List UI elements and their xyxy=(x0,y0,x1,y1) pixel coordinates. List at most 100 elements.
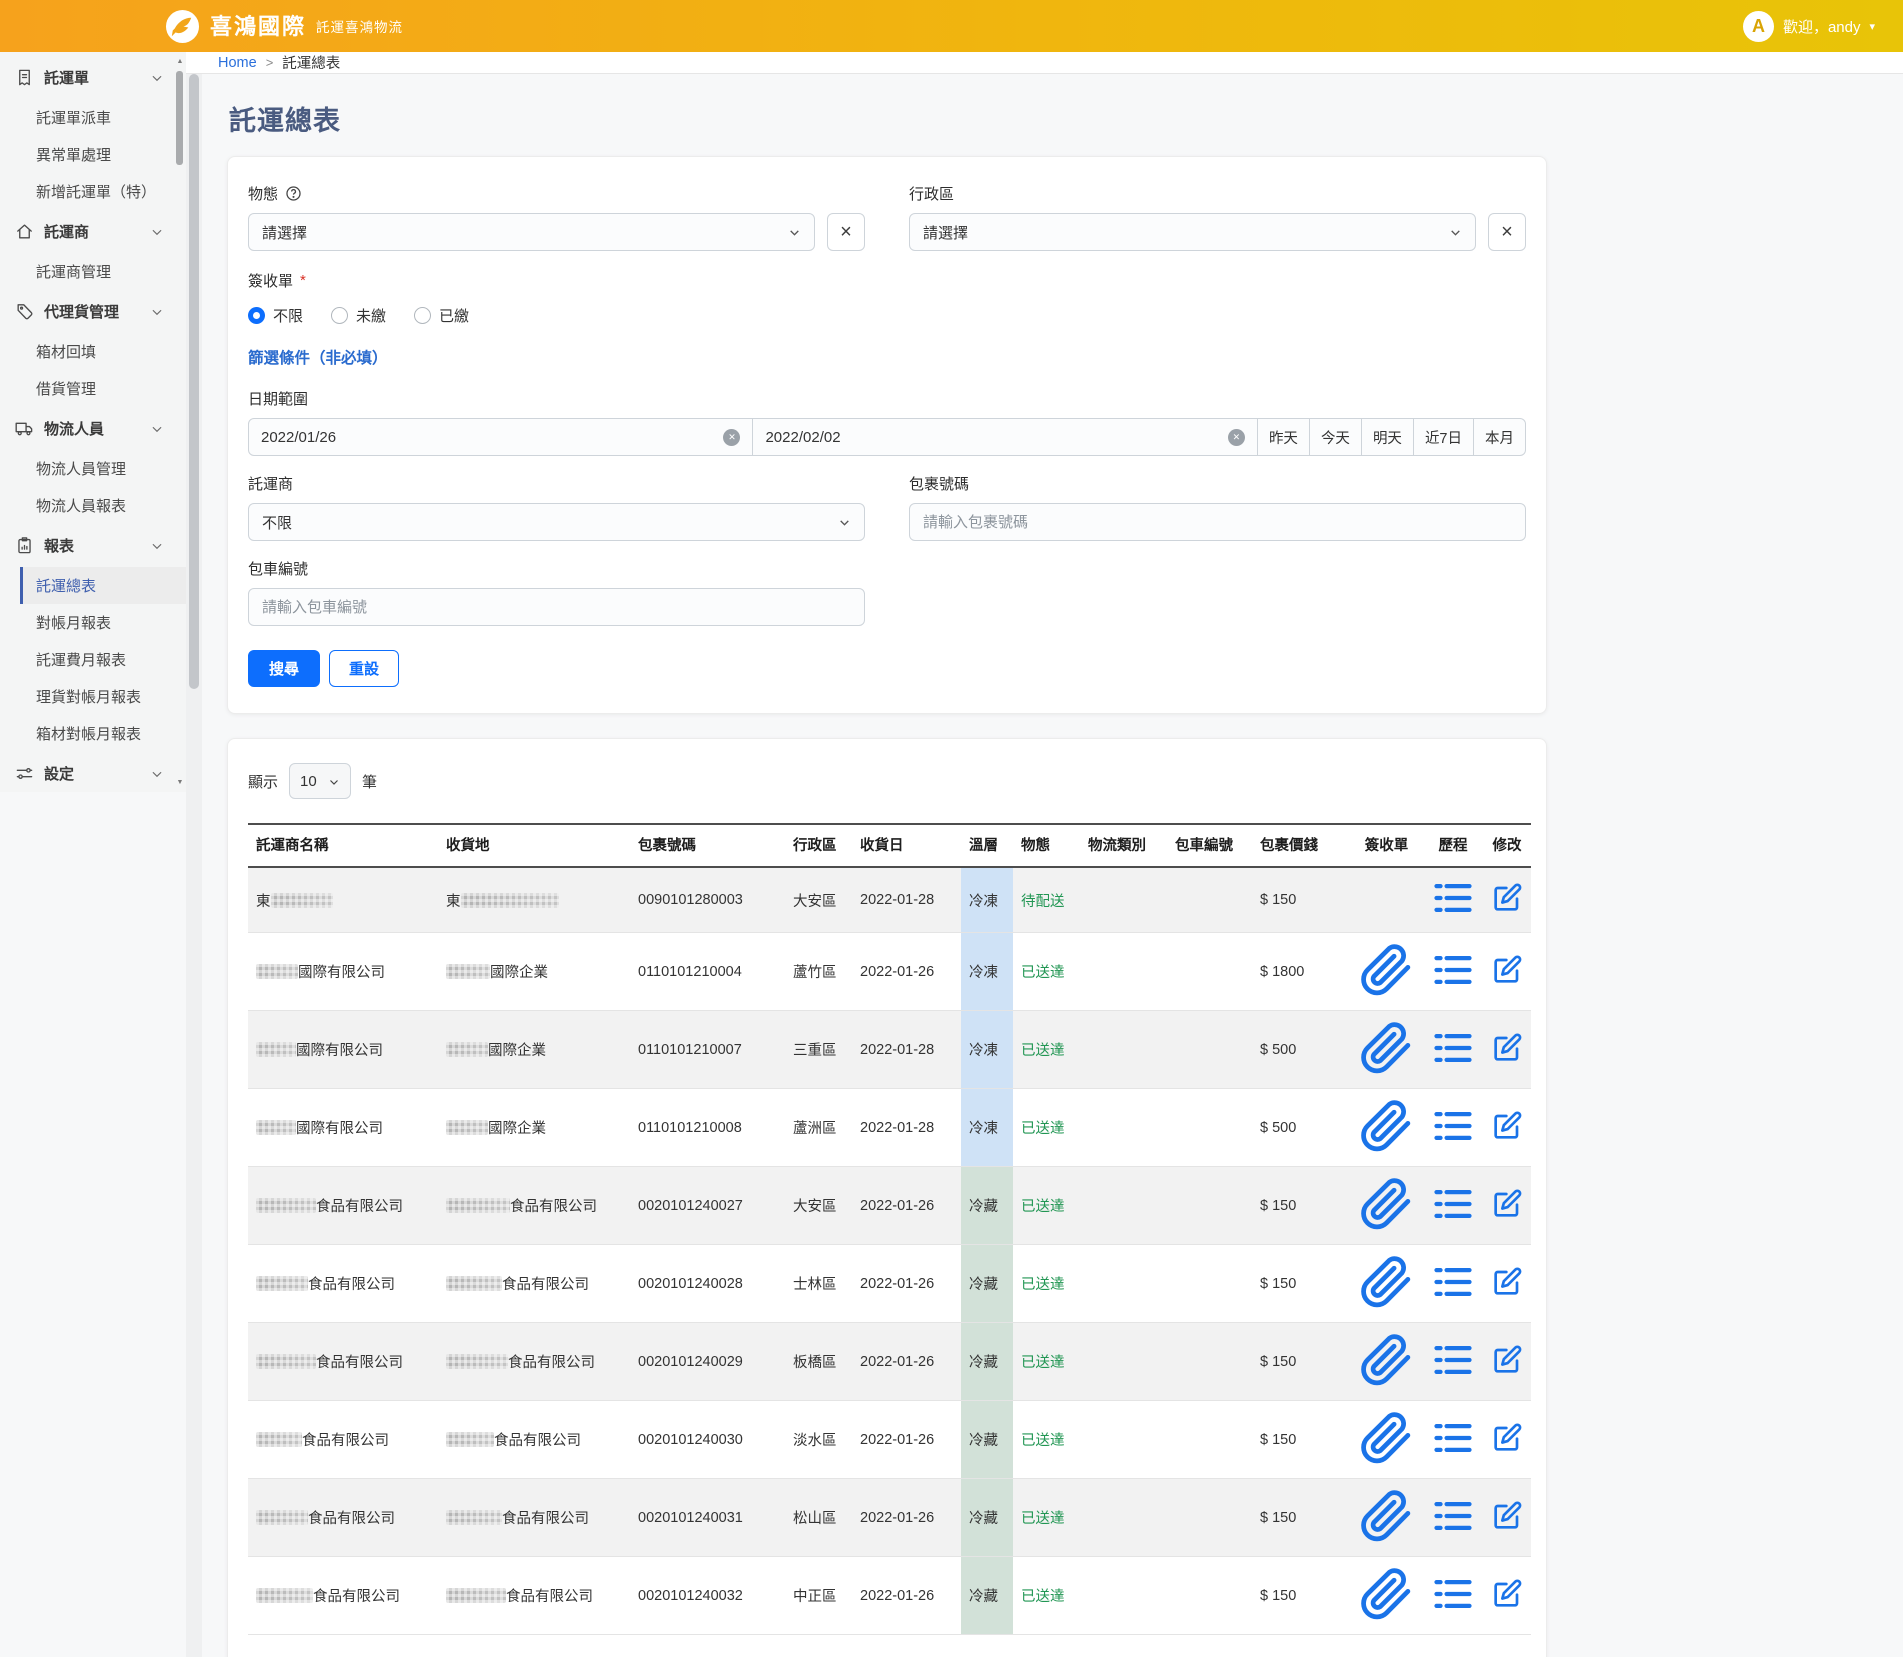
edit-icon[interactable] xyxy=(1491,954,1523,990)
sidebar-section-託運單[interactable]: 託運單 xyxy=(0,56,186,99)
sidebar-item-託運單派車[interactable]: 託運單派車 xyxy=(36,110,112,127)
cell-shipper-name: 國際有限公司 xyxy=(248,932,438,1011)
paperclip-icon[interactable] xyxy=(1358,1334,1415,1392)
history-icon[interactable] xyxy=(1431,1189,1475,1230)
sidebar-item-託運費月報表[interactable]: 託運費月報表 xyxy=(36,652,127,669)
paperclip-icon[interactable] xyxy=(1358,1178,1415,1236)
sidebar-scrollbar-thumb[interactable] xyxy=(176,71,183,165)
main-scrollbar[interactable] xyxy=(186,74,202,1657)
cell-charter-no xyxy=(1167,1010,1252,1089)
chevron-down-icon xyxy=(838,516,851,529)
redacted-text xyxy=(256,1120,296,1135)
sidebar-item-箱材對帳月報表[interactable]: 箱材對帳月報表 xyxy=(36,726,142,743)
history-icon[interactable] xyxy=(1431,883,1475,924)
page-size-value: 10 xyxy=(300,772,317,790)
edit-icon[interactable] xyxy=(1491,1110,1523,1146)
radio-icon[interactable] xyxy=(414,307,432,324)
help-icon[interactable] xyxy=(285,185,302,202)
sidebar-item-物流人員報表[interactable]: 物流人員報表 xyxy=(36,498,127,515)
edit-icon[interactable] xyxy=(1491,1422,1523,1458)
radio-icon[interactable] xyxy=(248,307,265,324)
history-icon[interactable] xyxy=(1431,1501,1475,1542)
scroll-down-icon[interactable]: ▼ xyxy=(176,779,184,786)
cell-district: 大安區 xyxy=(785,1166,852,1245)
charter-no-input[interactable] xyxy=(248,588,865,626)
sidebar-item-理貨對帳月報表[interactable]: 理貨對帳月報表 xyxy=(36,689,142,706)
paperclip-icon[interactable] xyxy=(1358,1100,1415,1158)
clear-date-icon[interactable]: ✕ xyxy=(723,428,741,446)
chevron-down-icon xyxy=(150,305,164,319)
cell-district: 蘆洲區 xyxy=(785,1088,852,1167)
quick-date-button-昨天[interactable]: 昨天 xyxy=(1257,418,1310,456)
history-icon[interactable] xyxy=(1431,1345,1475,1386)
search-button[interactable]: 搜尋 xyxy=(248,650,321,687)
edit-icon[interactable] xyxy=(1491,1344,1523,1380)
optional-filters-link[interactable]: 篩選條件（非必填） xyxy=(248,350,388,367)
cell-temperature: 冷藏 xyxy=(961,1322,1013,1401)
district-clear-button[interactable]: × xyxy=(1488,213,1526,251)
cell-logistics-type xyxy=(1080,1400,1167,1479)
quick-date-button-近7日[interactable]: 近7日 xyxy=(1413,418,1475,456)
history-icon[interactable] xyxy=(1431,1033,1475,1074)
material-state-select[interactable]: 請選擇 xyxy=(248,213,815,251)
main-scrollbar-thumb[interactable] xyxy=(189,74,199,689)
receipt-radio-未繳[interactable]: 未繳 xyxy=(331,305,386,326)
sidebar-item-對帳月報表[interactable]: 對帳月報表 xyxy=(36,615,112,632)
carrier-select[interactable]: 不限 xyxy=(248,503,865,541)
reset-button[interactable]: 重設 xyxy=(329,650,400,687)
edit-icon[interactable] xyxy=(1491,883,1523,918)
paperclip-icon[interactable] xyxy=(1358,944,1415,1002)
clear-date-icon[interactable]: ✕ xyxy=(1227,428,1245,446)
history-icon[interactable] xyxy=(1431,1111,1475,1152)
page-size-select[interactable]: 10 xyxy=(289,763,352,799)
sidebar-item-異常單處理[interactable]: 異常單處理 xyxy=(36,147,112,164)
quick-date-button-本月[interactable]: 本月 xyxy=(1474,418,1527,456)
sidebar-item-託運總表[interactable]: 託運總表 xyxy=(20,567,186,604)
report-icon xyxy=(15,536,34,555)
paperclip-icon[interactable] xyxy=(1358,1490,1415,1548)
radio-icon[interactable] xyxy=(331,307,349,324)
district-select[interactable]: 請選擇 xyxy=(909,213,1476,251)
chevron-down-icon xyxy=(150,767,164,781)
paperclip-icon[interactable] xyxy=(1358,1568,1415,1626)
date-end-input[interactable]: 2022/02/02 ✕ xyxy=(753,418,1258,456)
sidebar-item-借貨管理[interactable]: 借貨管理 xyxy=(36,381,97,398)
avatar[interactable]: A xyxy=(1742,10,1774,42)
sidebar-item-託運商管理[interactable]: 託運商管理 xyxy=(36,264,112,281)
sidebar-scrollbar[interactable]: ▲ ▼ xyxy=(175,58,185,786)
package-no-input[interactable] xyxy=(909,503,1526,541)
name-suffix: 國際企業 xyxy=(488,1121,546,1137)
receipt-radio-不限[interactable]: 不限 xyxy=(248,305,303,326)
sidebar-item-新增託運單（特）[interactable]: 新增託運單（特） xyxy=(36,184,157,201)
edit-icon[interactable] xyxy=(1491,1032,1523,1068)
quick-date-button-明天[interactable]: 明天 xyxy=(1361,418,1414,456)
edit-icon[interactable] xyxy=(1491,1500,1523,1536)
sidebar-section-代理貨管理[interactable]: 代理貨管理 xyxy=(0,290,186,333)
history-icon[interactable] xyxy=(1431,955,1475,996)
sidebar-item-箱材回填[interactable]: 箱材回填 xyxy=(36,344,97,361)
cell-edit xyxy=(1483,1244,1531,1323)
chevron-down-icon xyxy=(150,539,164,553)
edit-icon[interactable] xyxy=(1491,1578,1523,1614)
sidebar-section-物流人員[interactable]: 物流人員 xyxy=(0,407,186,450)
edit-icon[interactable] xyxy=(1491,1266,1523,1302)
sidebar-item-物流人員管理[interactable]: 物流人員管理 xyxy=(36,461,127,478)
user-menu[interactable]: A 歡迎，andy ▾ xyxy=(1742,10,1875,42)
cell-shipper-name: 國際有限公司 xyxy=(248,1088,438,1167)
breadcrumb-home-link[interactable]: Home xyxy=(218,54,257,71)
quick-date-button-今天[interactable]: 今天 xyxy=(1309,418,1362,456)
history-icon[interactable] xyxy=(1431,1423,1475,1464)
receipt-radio-已繳[interactable]: 已繳 xyxy=(414,305,469,326)
scroll-up-icon[interactable]: ▲ xyxy=(176,58,184,65)
sidebar-section-報表[interactable]: 報表 xyxy=(0,524,186,567)
history-icon[interactable] xyxy=(1431,1579,1475,1620)
edit-icon[interactable] xyxy=(1491,1188,1523,1224)
history-icon[interactable] xyxy=(1431,1267,1475,1308)
paperclip-icon[interactable] xyxy=(1358,1256,1415,1314)
sidebar-section-託運商[interactable]: 託運商 xyxy=(0,210,186,253)
paperclip-icon[interactable] xyxy=(1358,1412,1415,1470)
paperclip-icon[interactable] xyxy=(1358,1022,1415,1080)
date-start-input[interactable]: 2022/01/26 ✕ xyxy=(248,418,754,456)
sidebar-section-設定[interactable]: 設定 xyxy=(0,752,186,792)
material-state-clear-button[interactable]: × xyxy=(827,213,865,251)
